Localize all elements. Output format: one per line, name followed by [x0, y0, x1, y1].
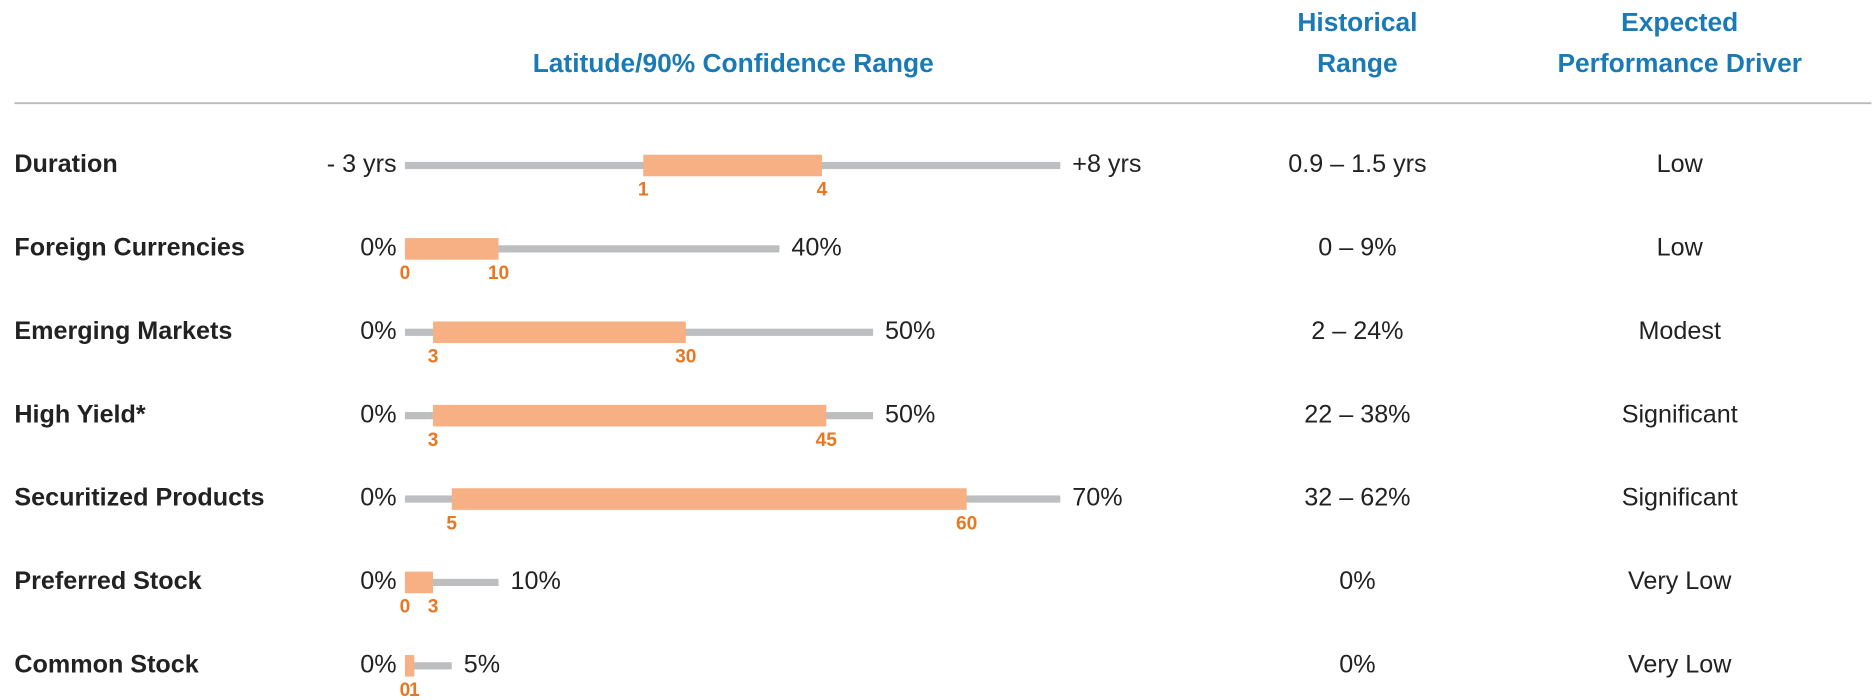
confidence-bar [433, 404, 827, 427]
high-label: 3 [428, 597, 439, 618]
driver: Modest [1638, 317, 1720, 345]
range-min: 0% [360, 484, 396, 512]
low-label: 3 [428, 346, 439, 367]
driver: Low [1657, 150, 1704, 178]
high-label: 1 [409, 680, 420, 700]
range-max: 10% [511, 567, 561, 595]
historical: 32 – 62% [1304, 484, 1410, 512]
driver: Very Low [1628, 650, 1732, 678]
row-label: Common Stock [14, 650, 198, 678]
low-label: 5 [446, 513, 457, 534]
historical: 22 – 38% [1304, 400, 1410, 428]
range-max: 50% [885, 317, 935, 345]
range-min: 0% [360, 234, 396, 262]
confidence-bar [404, 571, 434, 594]
confidence-bar [433, 321, 686, 344]
track [404, 578, 499, 587]
high-label: 60 [956, 513, 977, 534]
driver: Low [1657, 234, 1704, 262]
low-label: 1 [638, 180, 649, 201]
range-max: 50% [885, 400, 935, 428]
driver: Very Low [1628, 567, 1732, 595]
low-label: 0 [400, 680, 411, 700]
range-min: 0% [360, 317, 396, 345]
range-max: 40% [791, 234, 841, 262]
header-driver: Expected [1621, 7, 1738, 37]
range-max: +8 yrs [1072, 150, 1141, 178]
track [404, 662, 452, 670]
high-label: 30 [675, 346, 696, 367]
header-historical: Range [1317, 48, 1398, 78]
row-label: Preferred Stock [14, 567, 201, 595]
confidence-bar [643, 154, 822, 177]
row-label: Duration [14, 150, 117, 178]
header-latitude: Latitude/90% Confidence Range [533, 48, 934, 78]
row-label: Securitized Products [14, 484, 264, 512]
historical: 2 – 24% [1311, 317, 1403, 345]
range-min: 0% [360, 567, 396, 595]
historical: 0.9 – 1.5 yrs [1288, 150, 1426, 178]
range-max: 5% [464, 650, 500, 678]
high-label: 10 [488, 263, 509, 284]
confidence-bar [404, 238, 499, 260]
low-label: 3 [428, 430, 439, 451]
low-label: 0 [400, 263, 411, 284]
historical: 0% [1339, 650, 1375, 678]
range-min: - 3 yrs [327, 150, 397, 178]
range-min: 0% [360, 400, 396, 428]
driver: Significant [1622, 400, 1738, 428]
historical: 0% [1339, 567, 1375, 595]
range-min: 0% [360, 650, 396, 678]
high-label: 45 [816, 430, 838, 451]
row-label: Emerging Markets [14, 317, 232, 345]
header-historical: Historical [1297, 7, 1417, 37]
high-label: 4 [817, 180, 828, 201]
driver: Significant [1622, 484, 1738, 512]
historical: 0 – 9% [1318, 234, 1396, 262]
header-driver: Performance Driver [1557, 48, 1802, 78]
confidence-bar [404, 655, 415, 677]
confidence-bar [451, 488, 967, 510]
track [404, 245, 780, 253]
range-max: 70% [1072, 484, 1122, 512]
row-label: Foreign Currencies [14, 234, 245, 262]
row-label: High Yield* [14, 400, 146, 428]
low-label: 0 [400, 597, 411, 618]
